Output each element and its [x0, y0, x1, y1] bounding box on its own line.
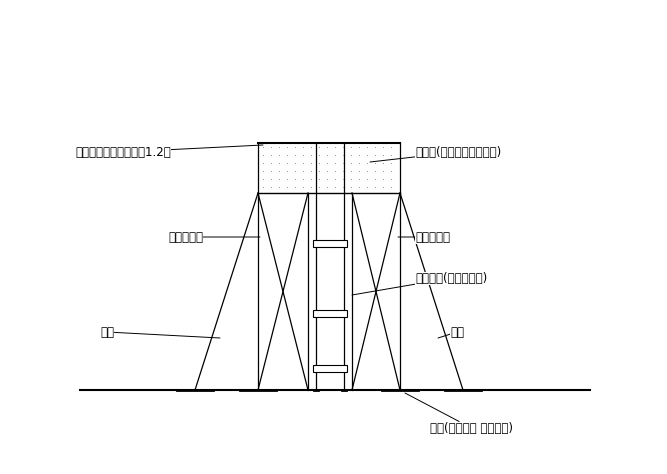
Text: 斜撑: 斜撑 — [438, 326, 464, 338]
Bar — [313, 365, 347, 372]
Text: 斜撑: 斜撑 — [100, 326, 220, 338]
Bar — [313, 310, 347, 317]
Text: 竖直安全网高度不小于1.2米: 竖直安全网高度不小于1.2米 — [75, 145, 263, 158]
Bar — [313, 239, 347, 246]
Text: 通用架体一: 通用架体一 — [168, 230, 260, 244]
Text: 基底(必须平整 稳固可靠): 基底(必须平整 稳固可靠) — [405, 393, 513, 435]
Text: 通用架体二: 通用架体二 — [398, 230, 450, 244]
Text: 固定铁丝(不少于三处): 固定铁丝(不少于三处) — [352, 272, 488, 295]
Text: 工作区(周边用安全网防护): 工作区(周边用安全网防护) — [370, 146, 501, 162]
